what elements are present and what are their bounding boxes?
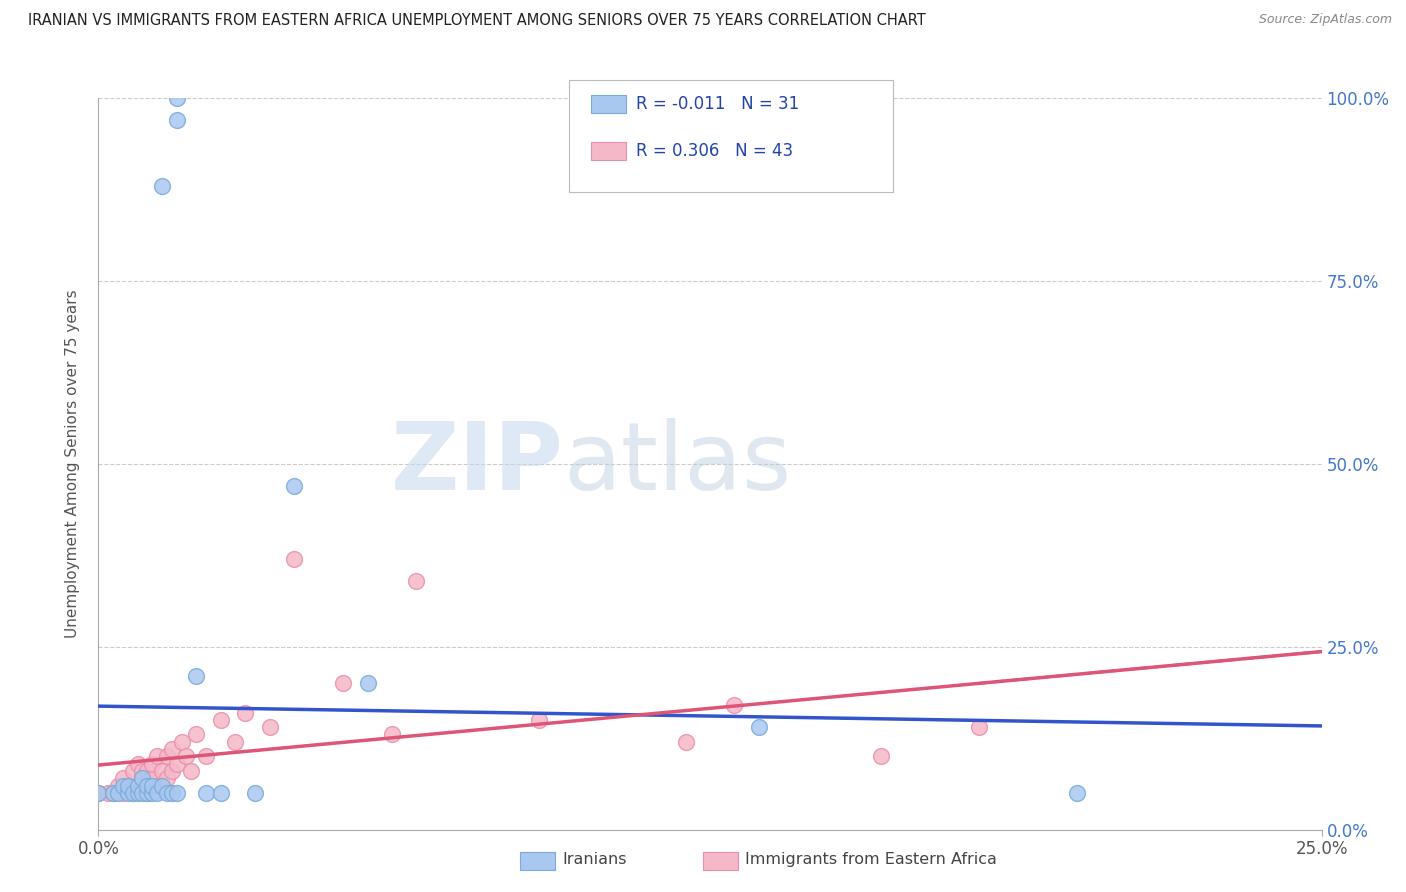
Point [356,676,378,690]
Point [160,764,183,778]
Point [87,786,110,800]
Point [180,764,202,778]
Point [967,720,990,734]
Point [160,786,183,800]
Point [127,756,149,771]
Point [259,720,281,734]
Point [176,749,198,764]
Point [136,786,159,800]
Point [131,786,153,800]
Point [136,786,159,800]
Text: R = 0.306   N = 43: R = 0.306 N = 43 [636,142,793,160]
Point [127,779,149,793]
Point [209,713,232,727]
Point [870,749,893,764]
Point [146,786,169,800]
Point [166,113,188,128]
Point [166,91,188,105]
Text: atlas: atlas [564,417,792,510]
Y-axis label: Unemployment Among Seniors over 75 years: Unemployment Among Seniors over 75 years [65,290,80,638]
Point [141,772,163,786]
Point [233,706,256,720]
Point [224,735,246,749]
Text: IRANIAN VS IMMIGRANTS FROM EASTERN AFRICA UNEMPLOYMENT AMONG SENIORS OVER 75 YEA: IRANIAN VS IMMIGRANTS FROM EASTERN AFRIC… [28,13,927,29]
Point [195,786,218,800]
Point [117,786,139,800]
Point [136,764,159,778]
Point [141,756,163,771]
Text: Source: ZipAtlas.com: Source: ZipAtlas.com [1258,13,1392,27]
Point [150,764,173,778]
Text: Immigrants from Eastern Africa: Immigrants from Eastern Africa [745,852,997,867]
Point [1066,786,1088,800]
Point [141,786,163,800]
Point [675,735,697,749]
Point [283,552,305,566]
Point [166,786,188,800]
Point [111,772,134,786]
Point [332,676,354,690]
Point [170,735,193,749]
Point [136,779,159,793]
Text: ZIP: ZIP [391,417,564,510]
Point [156,772,179,786]
Point [87,786,110,800]
Point [131,772,153,786]
Point [723,698,745,713]
Point [150,779,173,793]
Point [117,779,139,793]
Point [405,574,427,588]
Point [101,786,124,800]
Point [156,749,179,764]
Point [127,779,149,793]
Point [166,756,188,771]
Point [107,779,129,793]
Point [186,669,208,683]
Point [186,727,208,741]
Point [111,779,134,793]
Point [117,779,139,793]
Point [195,749,218,764]
Point [381,727,404,741]
Point [527,713,550,727]
Point [283,479,305,493]
Point [141,779,163,793]
Point [107,786,129,800]
Point [97,786,120,800]
Point [101,786,124,800]
Point [127,786,149,800]
Point [121,786,143,800]
Point [156,786,179,800]
Point [131,764,153,778]
Text: Iranians: Iranians [562,852,627,867]
Point [146,779,169,793]
Point [748,720,770,734]
Point [146,749,169,764]
Point [121,786,143,800]
Text: R = -0.011   N = 31: R = -0.011 N = 31 [636,95,799,113]
Point [111,786,134,800]
Point [121,764,143,778]
Point [131,772,153,786]
Point [209,786,232,800]
Point [243,786,266,800]
Point [160,742,183,756]
Point [150,178,173,193]
